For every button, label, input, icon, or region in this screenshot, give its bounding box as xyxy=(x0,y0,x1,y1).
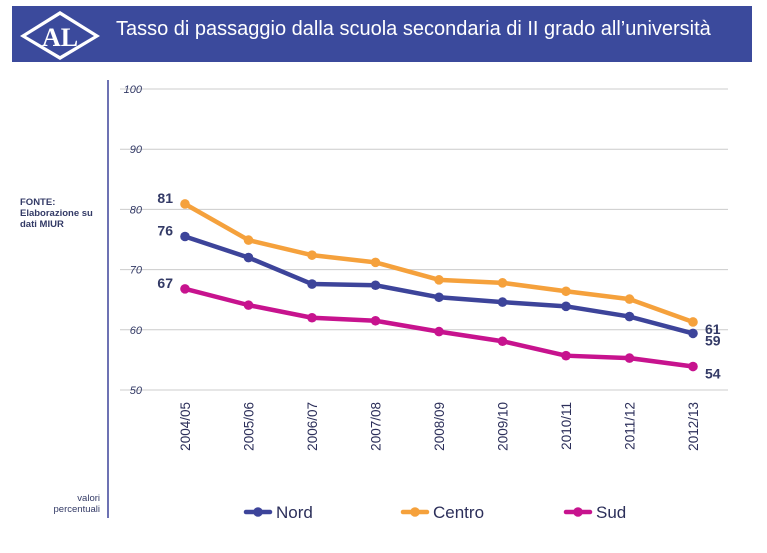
data-point-sud xyxy=(688,361,698,372)
x-tick-label: 2011/12 xyxy=(623,402,638,450)
data-point-centro xyxy=(434,275,444,285)
data-point-nord xyxy=(497,297,508,307)
data-point-nord xyxy=(434,292,444,303)
unit-line: percentuali xyxy=(53,504,100,515)
x-tick-label: 2005/06 xyxy=(242,402,257,451)
x-tick-label: 2004/05 xyxy=(178,402,193,451)
data-point-nord xyxy=(561,301,571,312)
data-point-sud xyxy=(624,353,635,363)
data-label-first-sud: 67 xyxy=(157,275,173,291)
data-point-sud xyxy=(497,336,508,347)
x-tick-label: 2006/07 xyxy=(305,402,320,451)
x-tick-label: 2012/13 xyxy=(686,402,701,451)
logo-text: AL xyxy=(42,23,78,52)
y-tick-label: 60 xyxy=(130,325,143,337)
x-tick-label: 2010/11 xyxy=(559,402,574,450)
y-tick-label: 50 xyxy=(130,385,143,397)
legend-marker-centro xyxy=(410,507,420,517)
unit-line: valori xyxy=(77,493,100,504)
page-title: Tasso di passaggio dalla scuola secondar… xyxy=(116,18,711,40)
data-point-sud xyxy=(370,315,381,326)
data-point-centro xyxy=(243,235,254,245)
legend-marker-nord xyxy=(253,507,263,517)
data-point-centro xyxy=(307,250,317,260)
x-tick-label: 2008/09 xyxy=(432,402,447,451)
data-point-nord xyxy=(243,252,254,263)
data-point-nord xyxy=(624,311,635,322)
data-label-last-centro: 61 xyxy=(705,321,721,337)
data-label-last-nord: 59 xyxy=(705,332,721,348)
data-point-centro xyxy=(370,257,381,268)
data-point-nord xyxy=(180,231,190,242)
data-point-sud xyxy=(434,326,444,337)
al-logo: AL xyxy=(20,11,100,60)
source-line: FONTE: xyxy=(20,197,56,208)
data-label-last-sud: 54 xyxy=(705,366,721,382)
data-point-sud xyxy=(180,284,190,294)
unit-note: valori percentuali xyxy=(30,493,100,515)
y-tick-label: 90 xyxy=(130,144,143,156)
y-tick-label: 70 xyxy=(130,265,143,277)
data-point-sud xyxy=(307,312,317,323)
data-point-nord xyxy=(370,280,381,291)
legend-label-nord: Nord xyxy=(276,503,313,522)
data-point-centro xyxy=(561,286,571,297)
source-line: Elaborazione su xyxy=(20,208,93,219)
data-point-centro xyxy=(180,199,190,209)
data-label-first-centro: 81 xyxy=(157,190,173,206)
legend-label-centro: Centro xyxy=(433,503,484,522)
data-label-first-nord: 76 xyxy=(157,222,173,238)
source-line: dati MIUR xyxy=(20,219,64,230)
data-point-nord xyxy=(688,328,698,339)
data-point-sud xyxy=(561,350,571,361)
series-line-nord xyxy=(182,234,696,336)
data-point-sud xyxy=(243,300,254,310)
legend-marker-sud xyxy=(573,507,583,517)
data-point-centro xyxy=(624,294,635,304)
source-note: FONTE: Elaborazione su dati MIUR xyxy=(20,197,100,230)
y-tick-label: 80 xyxy=(130,204,143,216)
data-point-centro xyxy=(497,278,508,288)
data-point-nord xyxy=(307,279,317,289)
x-tick-label: 2007/08 xyxy=(369,402,384,451)
data-point-centro xyxy=(688,317,698,327)
legend-label-sud: Sud xyxy=(596,503,626,522)
header-bar: AL Tasso di passaggio dalla scuola secon… xyxy=(12,6,752,62)
x-tick-label: 2009/10 xyxy=(496,402,511,451)
y-tick-label: 100 xyxy=(124,84,143,96)
